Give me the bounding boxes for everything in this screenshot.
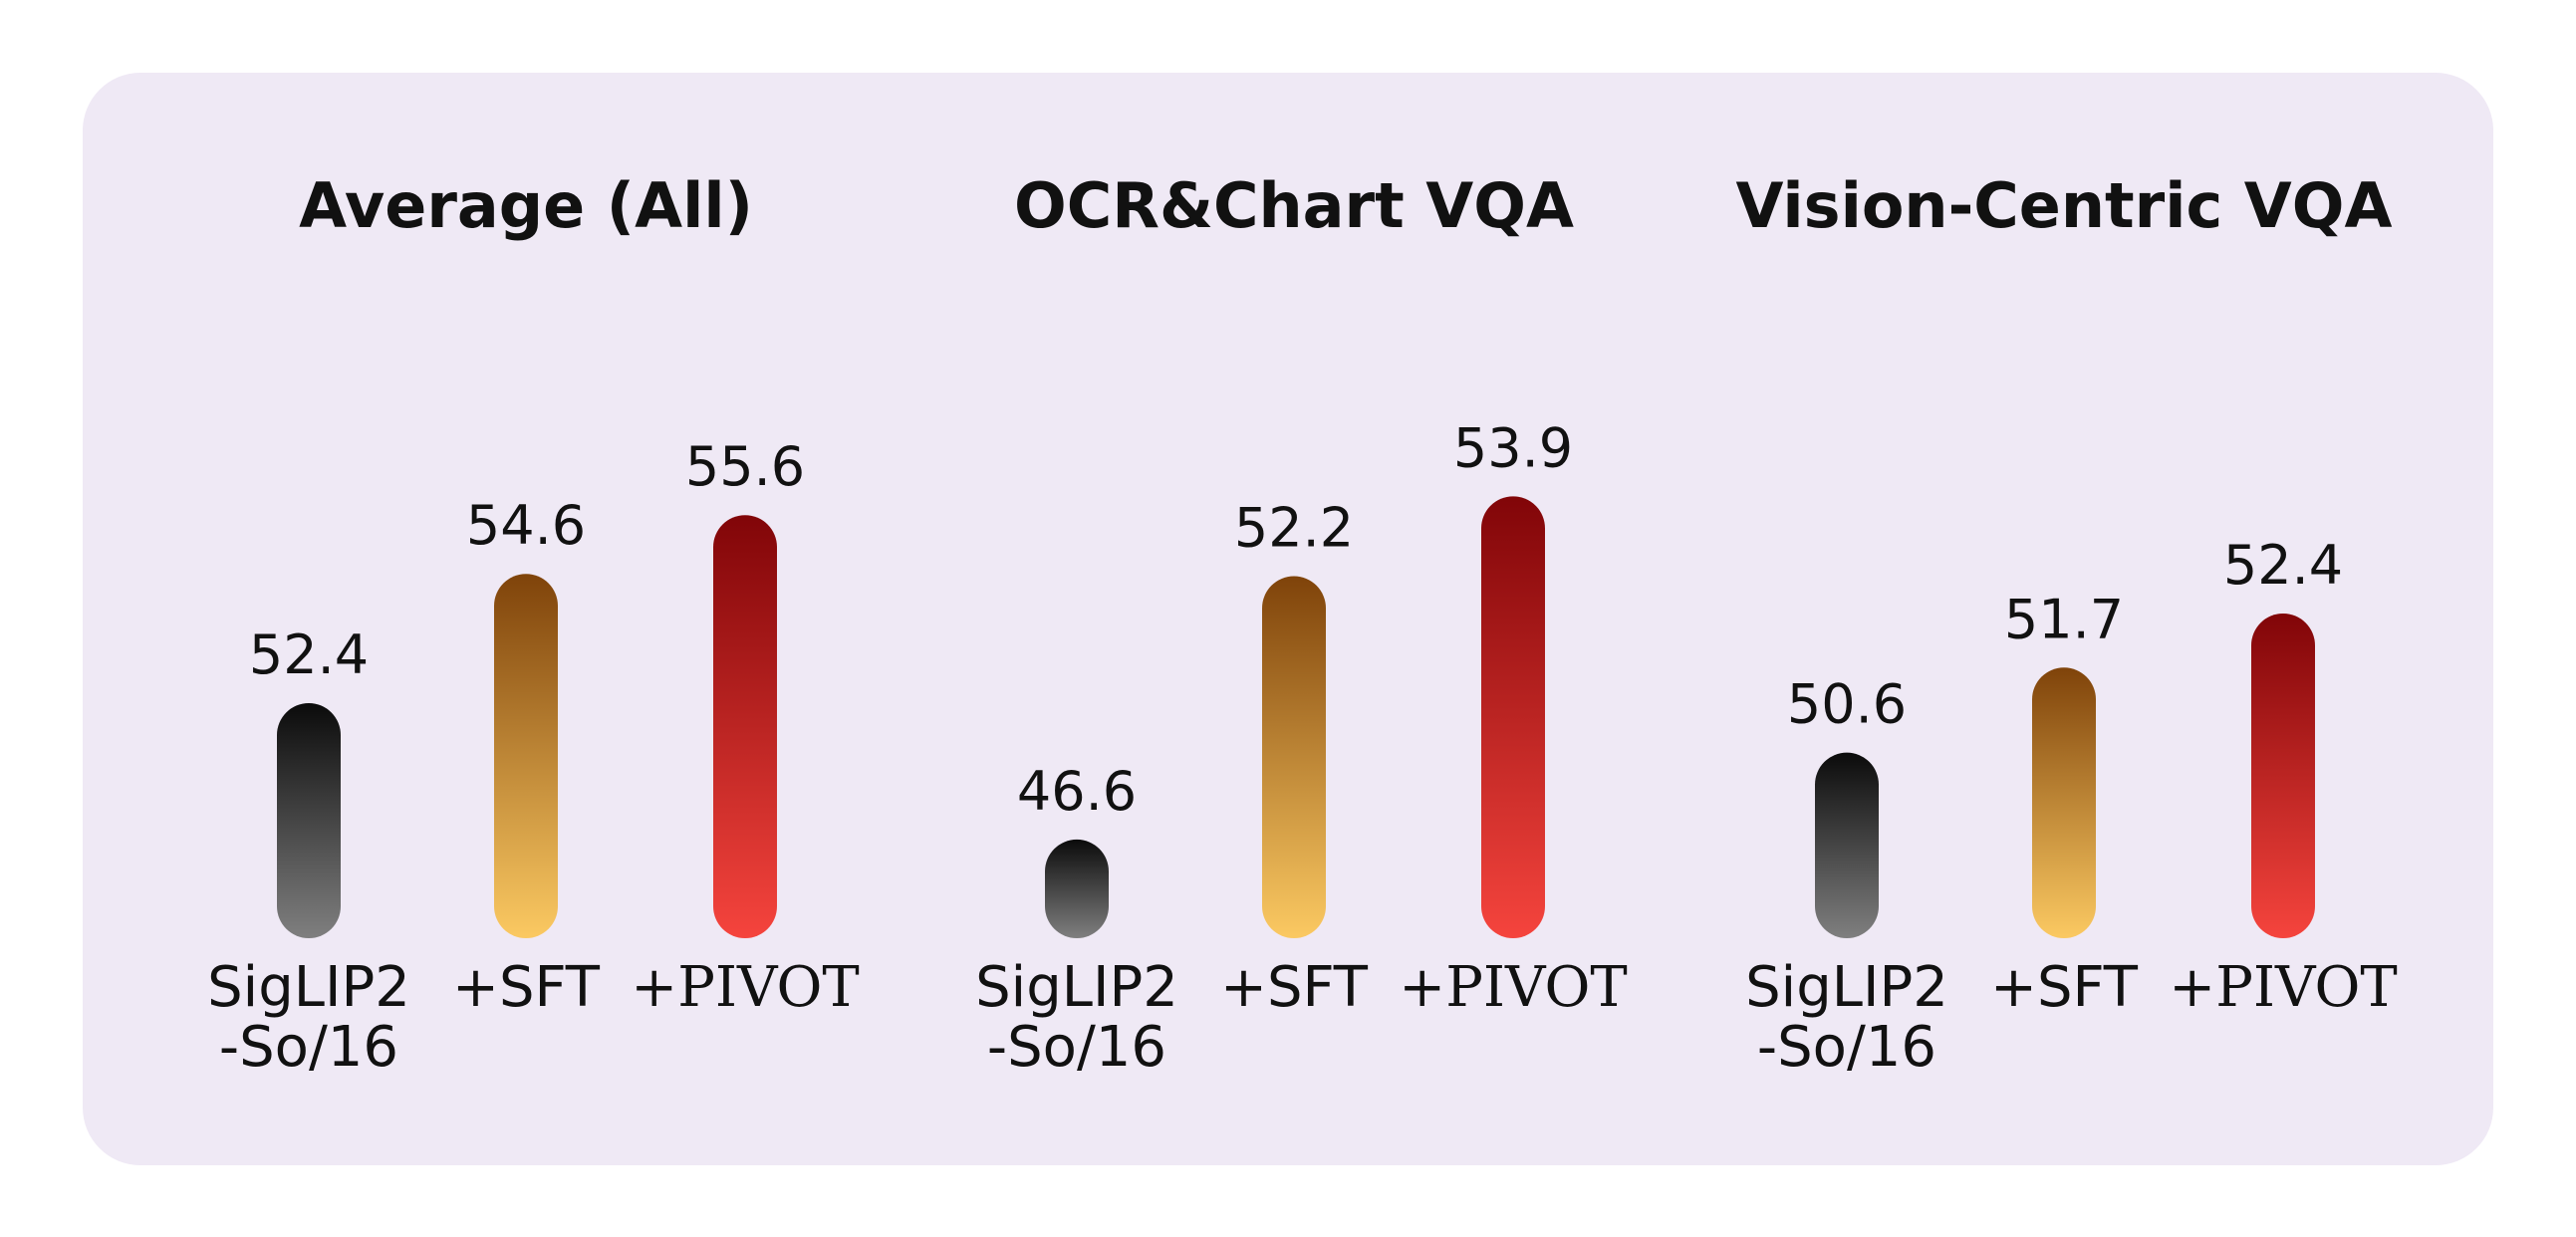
- bar-3: [2251, 613, 2315, 938]
- data-label: 52.2: [1234, 497, 1354, 560]
- bar-3: [1481, 496, 1545, 938]
- chart-title: OCR&Chart VQA: [1014, 169, 1574, 242]
- chart-title: Average (All): [299, 169, 753, 242]
- tick-label: +SFT: [1220, 955, 1369, 1020]
- chart-title: Vision-Centric VQA: [1736, 169, 2393, 242]
- data-label: 54.6: [466, 494, 586, 557]
- tick-label: +PIVOT: [2169, 955, 2397, 1020]
- bar-1: [277, 703, 341, 938]
- bar-2: [494, 574, 558, 938]
- tick-label: SigLIP2 -So/16: [1745, 955, 1948, 1080]
- data-label: 55.6: [685, 435, 805, 498]
- bar-2: [2032, 667, 2096, 938]
- data-label: 53.9: [1453, 416, 1573, 479]
- data-label: 52.4: [249, 623, 369, 686]
- data-label: 51.7: [2004, 588, 2124, 650]
- chart-group-2: OCR&Chart VQA 46.6 SigLIP2 -So/16 52.2 +SFT 53…: [975, 169, 1628, 1080]
- tick-label: SigLIP2 -So/16: [207, 955, 410, 1080]
- bar-1: [1045, 839, 1109, 938]
- data-label: 46.6: [1017, 760, 1137, 823]
- tick-label: +SFT: [1990, 955, 2139, 1020]
- tick-label: +PIVOT: [631, 955, 859, 1020]
- data-label: 50.6: [1787, 673, 1907, 736]
- data-label: 52.4: [2223, 534, 2343, 597]
- chart-group-3: Vision-Centric VQA 50.6 SigLIP2 -So/16 51.7 +…: [1736, 169, 2398, 1080]
- bar-1: [1815, 752, 1879, 938]
- chart-group-1: Average (All) 52.4 SigLIP2 -So/16 54.6 +SFT 55…: [207, 169, 860, 1080]
- tick-label: +SFT: [452, 955, 601, 1020]
- bar-3: [713, 515, 777, 938]
- bar-2: [1262, 576, 1326, 938]
- tick-label: SigLIP2 -So/16: [975, 955, 1178, 1080]
- tick-label: +PIVOT: [1399, 955, 1627, 1020]
